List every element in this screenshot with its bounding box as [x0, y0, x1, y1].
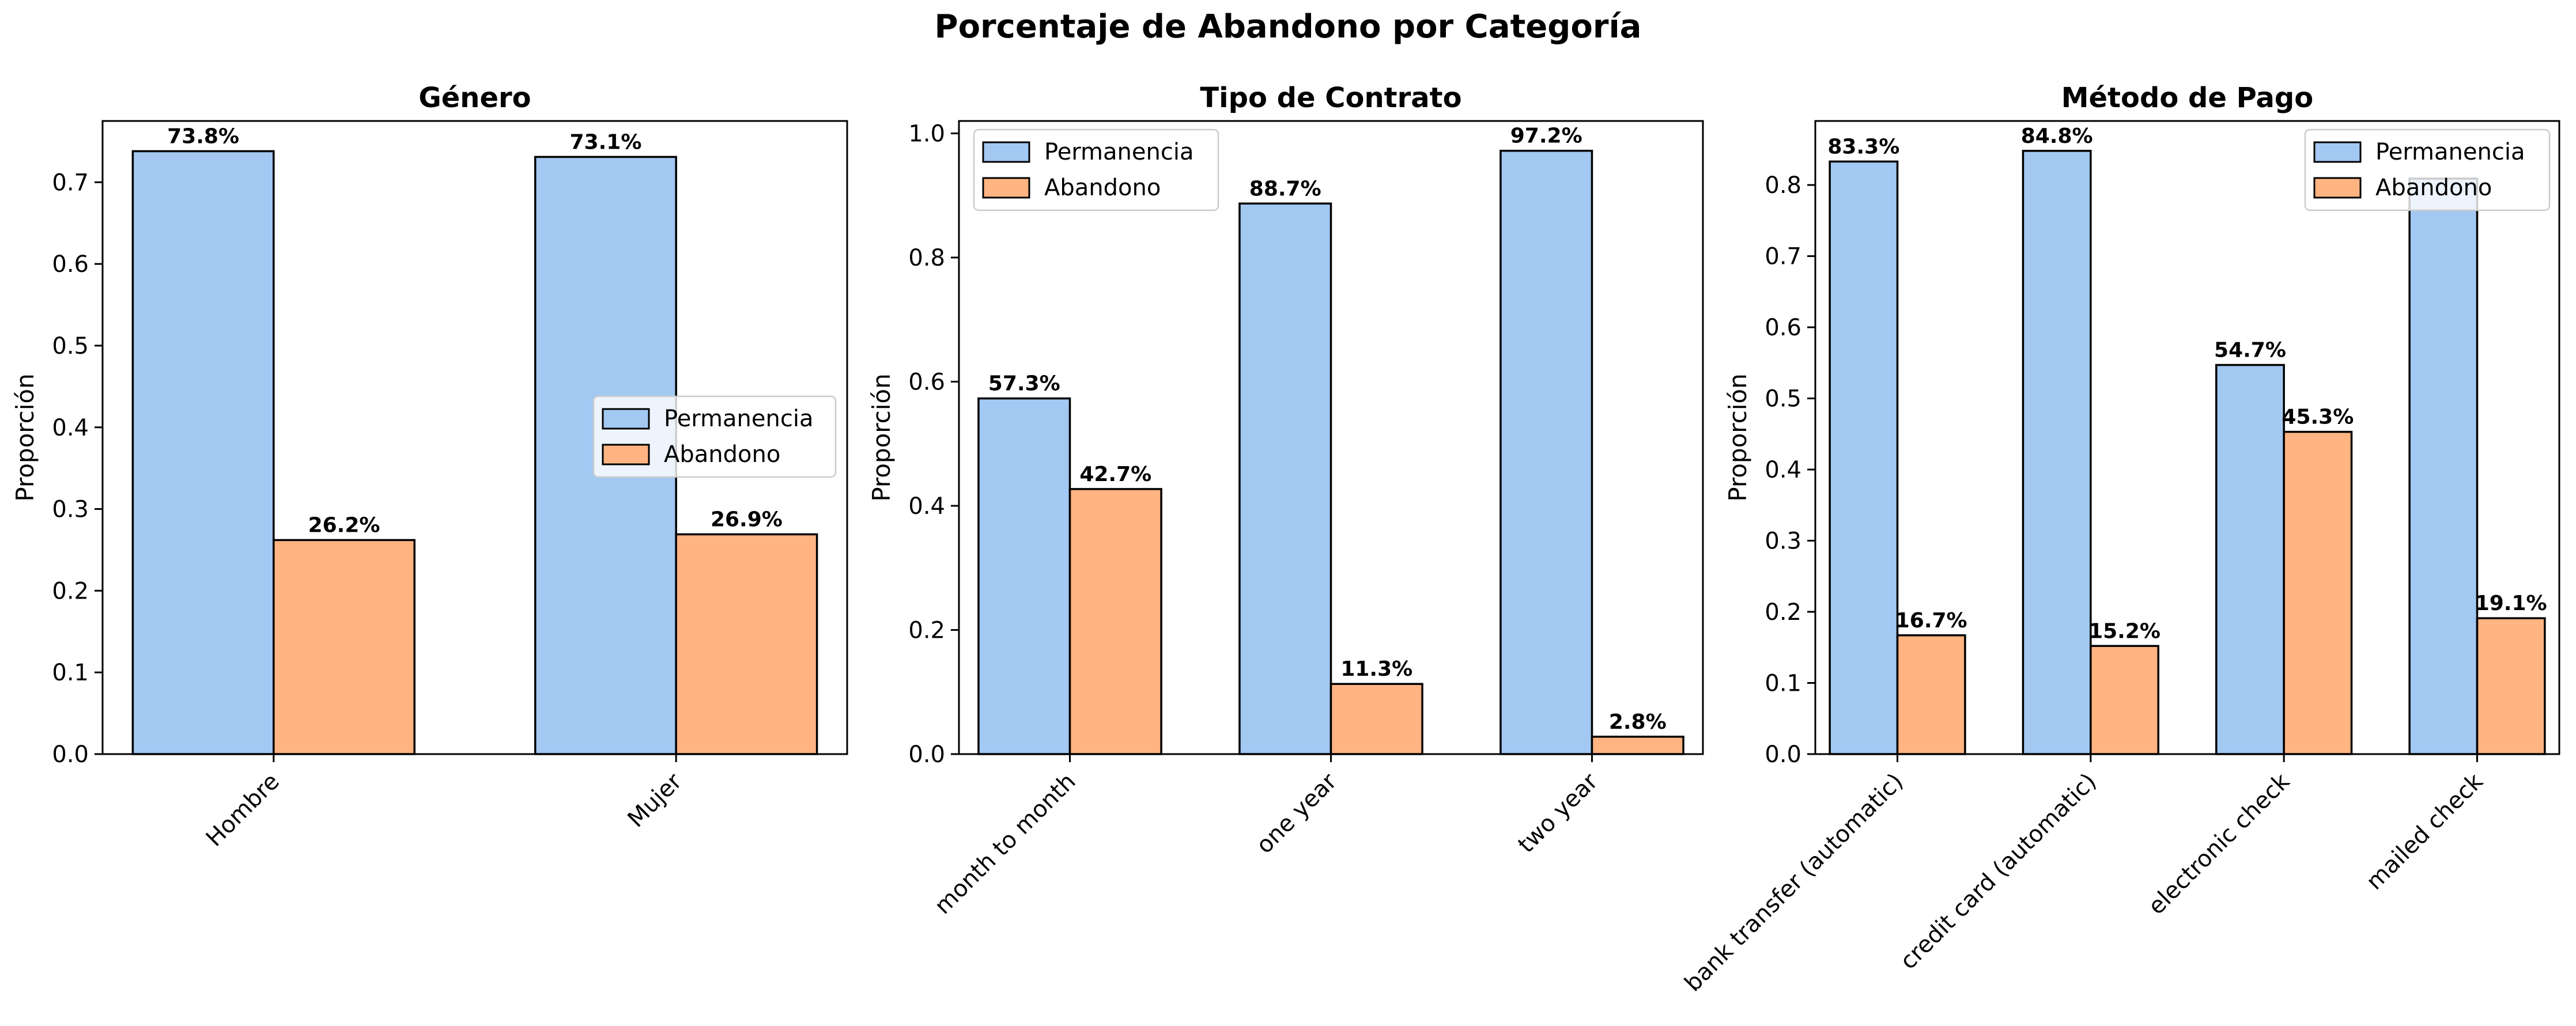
bar-abandono-2: [1329, 683, 1423, 755]
y-tick-label: 0.4: [908, 493, 945, 520]
bar-abandono-4: [2476, 617, 2546, 755]
y-tick-label: 0.8: [1765, 172, 1801, 199]
legend-label: Abandono: [2375, 175, 2492, 201]
chart-panel-1: 73.8% 73.1% 26.2% 26.9% 0.0 0.1 0.2 0.3 0.4 0.5 0.…: [11, 82, 848, 852]
y-tick-label: 0.7: [1765, 244, 1801, 270]
chart-panel-3: 83.3% 84.8% 54.7% 16.7% 15.2% 45.3% 19.1% 0.0 0.…: [1680, 82, 2560, 997]
legend-box: [592, 395, 837, 478]
y-tick-label: 0.5: [1765, 386, 1801, 412]
legend-label: Permanencia: [2375, 139, 2525, 165]
y-tick-label: 0.6: [908, 369, 945, 396]
data-label: 26.2%: [308, 513, 380, 537]
bar-permanencia-3: [2215, 364, 2285, 755]
bar-abandono-1: [1068, 488, 1162, 755]
x-tick-label: Mujer: [623, 768, 688, 832]
y-tick-label: 0.1: [1765, 671, 1801, 697]
x-tick-label: mailed check: [2361, 768, 2488, 895]
bar-permanencia-1: [1829, 160, 1899, 755]
legend-label: Abandono: [664, 441, 780, 468]
figure-title: Porcentaje de Abandono por Categoría: [934, 8, 1642, 46]
subplot-title: Género: [418, 82, 531, 114]
x-tick-label: month to month: [930, 768, 1081, 920]
data-label: 2.8%: [1609, 710, 1667, 734]
data-label: 15.2%: [2088, 619, 2160, 643]
bar-abandono-2: [2090, 645, 2159, 755]
y-tick-label: 0.2: [1765, 599, 1801, 626]
legend-box: [2304, 128, 2551, 211]
legend: Permanencia Abandono: [592, 395, 837, 478]
data-label: 84.8%: [2021, 124, 2093, 148]
bar-abandono-1: [1896, 634, 1966, 755]
y-tick-label: 0.0: [52, 741, 89, 768]
legend: Permanencia Abandono: [2304, 128, 2551, 211]
y-tick-label: 0.2: [908, 618, 945, 644]
legend-swatch-permanencia: [982, 141, 1030, 163]
y-axis-label: Proporción: [867, 373, 896, 501]
x-tick-label: electronic check: [2143, 768, 2295, 920]
bar-permanencia-4: [2408, 177, 2479, 755]
bar-abandono-2: [675, 533, 818, 755]
y-tick-label: 0.3: [52, 497, 89, 523]
y-tick-label: 0.0: [908, 741, 945, 768]
legend-swatch-permanencia: [2313, 141, 2362, 163]
x-tick-label: Hombre: [201, 768, 285, 852]
y-tick-label: 0.2: [52, 578, 89, 604]
chart-panel-2: 57.3% 88.7% 97.2% 42.7% 11.3% 2.8% 0.0 0.2 0.4 0.…: [867, 82, 1704, 920]
data-label: 45.3%: [2282, 406, 2354, 429]
y-tick-label: 0.7: [52, 169, 89, 196]
y-axis-label: Proporción: [11, 373, 39, 501]
data-label: 88.7%: [1249, 177, 1321, 200]
data-label: 83.3%: [1827, 135, 1899, 158]
data-label: 26.9%: [711, 508, 783, 532]
x-tick-label: bank transfer (automatic): [1680, 768, 1909, 997]
bar-abandono-1: [273, 539, 416, 755]
bar-abandono-3: [2283, 430, 2353, 755]
data-label: 19.1%: [2475, 592, 2547, 615]
subplot-title: Tipo de Contrato: [1200, 82, 1461, 114]
x-tick-label: credit card (automatic): [1895, 768, 2101, 975]
y-tick-label: 0.6: [52, 251, 89, 278]
data-label: 16.7%: [1895, 609, 1967, 633]
data-label: 11.3%: [1340, 657, 1412, 681]
y-tick-label: 0.1: [52, 660, 89, 686]
x-tick-label: one year: [1251, 768, 1342, 859]
data-label: 97.2%: [1510, 124, 1582, 148]
y-axis-label: Proporción: [1724, 373, 1752, 501]
plot-frame: [101, 120, 848, 755]
y-tick-label: 0.4: [1765, 457, 1801, 483]
y-tick-label: 1.0: [908, 121, 945, 147]
legend: Permanencia Abandono: [973, 128, 1219, 211]
bar-permanencia-2: [2022, 150, 2092, 755]
bar-abandono-3: [1591, 736, 1684, 755]
bar-permanencia-2: [1238, 202, 1332, 755]
data-label: 73.8%: [167, 124, 239, 148]
y-tick-label: 0.6: [1765, 315, 1801, 341]
legend-swatch-abandono: [602, 444, 650, 465]
bar-permanencia-1: [977, 397, 1071, 755]
y-tick-label: 0.4: [52, 415, 89, 441]
legend-label: Permanencia: [1044, 139, 1193, 165]
data-label: 73.1%: [570, 130, 642, 154]
legend-swatch-permanencia: [602, 408, 650, 430]
x-tick-label: two year: [1513, 768, 1603, 858]
legend-label: Abandono: [1044, 175, 1161, 201]
y-tick-label: 0.0: [1765, 741, 1801, 768]
legend-label: Permanencia: [664, 406, 813, 432]
y-tick-label: 0.5: [52, 333, 89, 359]
legend-box: [973, 128, 1219, 211]
data-label: 42.7%: [1079, 463, 1151, 486]
data-label: 57.3%: [988, 372, 1060, 396]
subplot-title: Método de Pago: [2061, 82, 2314, 114]
data-label: 54.7%: [2214, 339, 2286, 362]
plot-frame: [1814, 120, 2560, 755]
bar-permanencia-3: [1499, 149, 1593, 755]
bar-permanencia-1: [131, 150, 275, 755]
y-tick-label: 0.8: [908, 245, 945, 271]
legend-swatch-abandono: [982, 177, 1030, 199]
legend-swatch-abandono: [2313, 177, 2362, 199]
y-tick-label: 0.3: [1765, 528, 1801, 555]
